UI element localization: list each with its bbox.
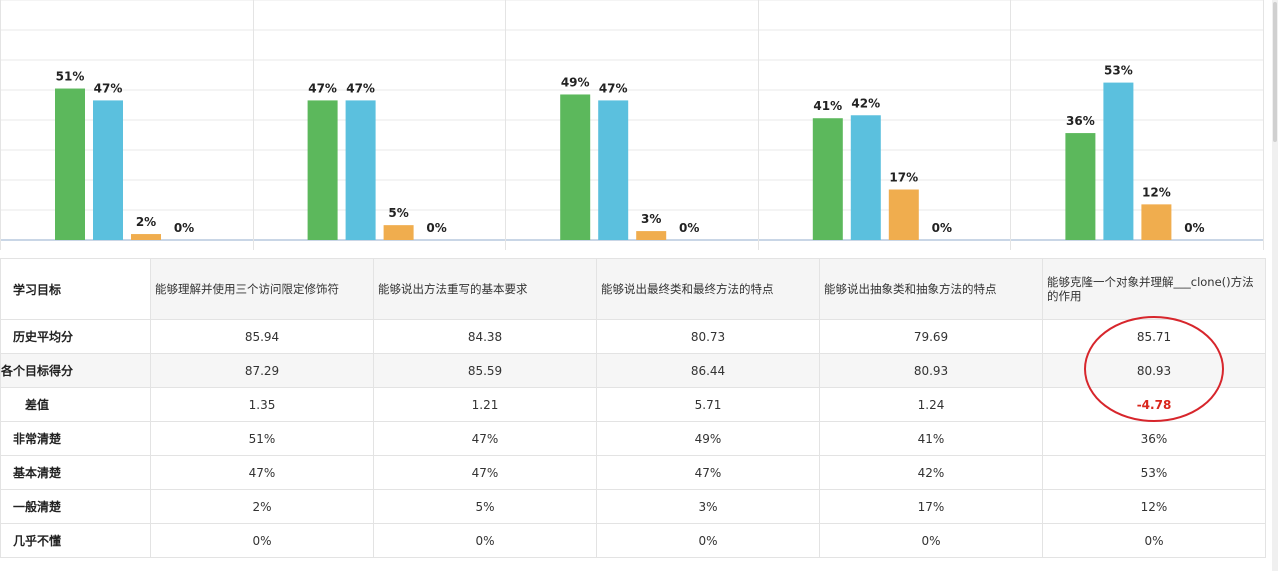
column-header: 能够理解并使用三个访问限定修饰符 [150, 258, 374, 320]
data-label: 47% [308, 81, 337, 95]
table-cell: 0% [1042, 523, 1266, 558]
table-cell: 49% [596, 421, 820, 456]
table-row: 各个目标得分 87.29 85.59 86.44 80.93 80.93 [0, 353, 1266, 388]
table-cell: 84.38 [373, 319, 597, 354]
table-cell: 1.24 [819, 387, 1043, 422]
table-cell: 80.93 [819, 353, 1043, 388]
table-cell: 3% [596, 489, 820, 524]
bar [1065, 133, 1096, 240]
table-cell: 87.29 [150, 353, 374, 388]
table-cell: 5% [373, 489, 597, 524]
bar [850, 115, 881, 240]
vertical-scrollbar[interactable] [1272, 0, 1278, 571]
table-cell: 36% [1042, 421, 1266, 456]
scrollbar-thumb[interactable] [1273, 2, 1277, 142]
data-label: 47% [346, 81, 375, 95]
table-cell: 0% [150, 523, 374, 558]
data-label: 3% [641, 212, 661, 226]
data-label: 2% [136, 215, 156, 229]
bar [888, 189, 919, 240]
table-cell-negative: -4.78 [1042, 387, 1266, 422]
column-header: 能够克隆一个对象并理解___clone()方法的作用 [1042, 258, 1266, 320]
data-label: 51% [56, 70, 85, 84]
data-label: 0% [679, 221, 699, 235]
bar [1103, 82, 1134, 240]
table-header-row: 学习目标 能够理解并使用三个访问限定修饰符 能够说出方法重写的基本要求 能够说出… [0, 258, 1266, 320]
data-label: 36% [1066, 114, 1095, 128]
bar [1141, 204, 1172, 240]
bar-chart: 51% 47% 2% 0% 47% 47% 5% 0% 49% 47% 3% 0% 41% 42% 17% 0… [0, 0, 1264, 250]
table-cell: 86.44 [596, 353, 820, 388]
table-cell: 47% [373, 421, 597, 456]
table-cell: 0% [596, 523, 820, 558]
data-table: 学习目标 能够理解并使用三个访问限定修饰符 能够说出方法重写的基本要求 能够说出… [0, 258, 1266, 558]
table-cell: 85.71 [1042, 319, 1266, 354]
table-cell: 47% [373, 455, 597, 490]
data-label: 0% [174, 221, 194, 235]
table-row: 几乎不懂 0% 0% 0% 0% 0% [0, 523, 1266, 558]
column-header: 能够说出抽象类和抽象方法的特点 [819, 258, 1043, 320]
column-header: 能够说出方法重写的基本要求 [373, 258, 597, 320]
row-label: 各个目标得分 [0, 353, 151, 388]
table-cell: 12% [1042, 489, 1266, 524]
row-label: 几乎不懂 [0, 523, 151, 558]
data-label: 12% [1142, 185, 1171, 199]
data-label: 5% [388, 206, 408, 220]
table-cell: 17% [819, 489, 1043, 524]
chart-gridlines [0, 0, 1264, 250]
bar [636, 231, 667, 240]
table-row: 非常清楚 51% 47% 49% 41% 36% [0, 421, 1266, 456]
bar [598, 100, 629, 240]
table-row: 一般清楚 2% 5% 3% 17% 12% [0, 489, 1266, 524]
header-label: 学习目标 [0, 258, 151, 320]
row-label: 历史平均分 [0, 319, 151, 354]
table-cell: 85.59 [373, 353, 597, 388]
bar [383, 225, 414, 240]
data-label: 0% [932, 221, 952, 235]
bar [131, 234, 161, 240]
table-cell: 0% [819, 523, 1043, 558]
table-row: 基本清楚 47% 47% 47% 42% 53% [0, 455, 1266, 490]
bar [93, 100, 123, 240]
data-label: 17% [889, 171, 918, 185]
table-cell: 41% [819, 421, 1043, 456]
table-row: 历史平均分 85.94 84.38 80.73 79.69 85.71 [0, 319, 1266, 354]
bar [345, 100, 376, 240]
bar [812, 118, 843, 240]
table-cell: 47% [596, 455, 820, 490]
table-row: 差值 1.35 1.21 5.71 1.24 -4.78 [0, 387, 1266, 422]
table-cell: 0% [373, 523, 597, 558]
column-header: 能够说出最终类和最终方法的特点 [596, 258, 820, 320]
table-cell: 47% [150, 455, 374, 490]
table-cell: 79.69 [819, 319, 1043, 354]
table-cell: 42% [819, 455, 1043, 490]
table-cell: 51% [150, 421, 374, 456]
data-label: 47% [94, 81, 123, 95]
table-cell: 80.93 [1042, 353, 1266, 388]
bar [307, 100, 338, 240]
table-cell: 53% [1042, 455, 1266, 490]
bar [560, 94, 591, 240]
table-cell: 85.94 [150, 319, 374, 354]
data-label: 49% [561, 75, 590, 89]
data-label: 0% [1184, 221, 1204, 235]
data-label: 0% [426, 221, 446, 235]
table-cell: 5.71 [596, 387, 820, 422]
table-cell: 80.73 [596, 319, 820, 354]
row-label: 差值 [0, 387, 151, 422]
chart-bars [55, 82, 1172, 240]
data-label: 42% [851, 96, 880, 110]
row-label: 一般清楚 [0, 489, 151, 524]
table-cell: 1.35 [150, 387, 374, 422]
chart-data-labels: 51% 47% 2% 0% 47% 47% 5% 0% 49% 47% 3% 0% 41% 42% 17% 0… [56, 64, 1205, 235]
row-label: 非常清楚 [0, 421, 151, 456]
data-label: 53% [1104, 64, 1133, 78]
data-label: 41% [813, 99, 842, 113]
table-cell: 2% [150, 489, 374, 524]
bar [55, 88, 85, 240]
row-label: 基本清楚 [0, 455, 151, 490]
data-label: 47% [599, 81, 628, 95]
table-cell: 1.21 [373, 387, 597, 422]
